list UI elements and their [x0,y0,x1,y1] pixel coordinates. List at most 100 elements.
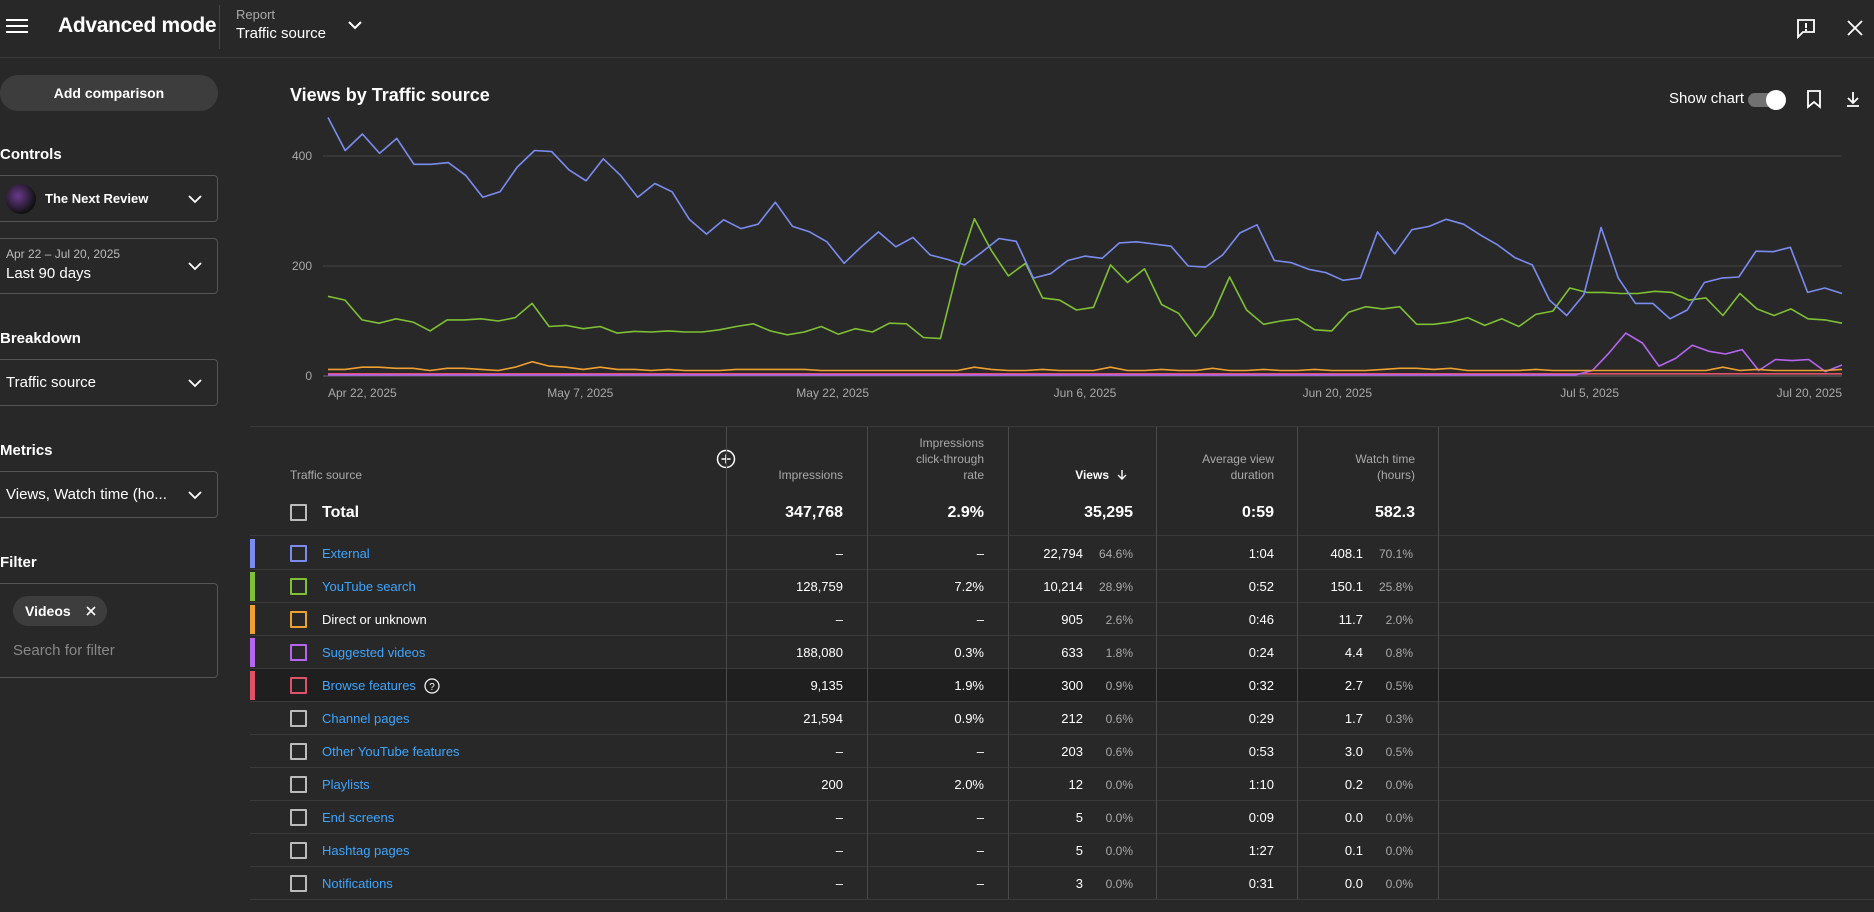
traffic-source-link[interactable]: Channel pages [322,711,410,726]
row-checkbox[interactable] [290,677,307,694]
ctr-cell: 1.9% [954,678,984,693]
filter-search-input[interactable] [13,642,203,659]
col-header-ctr-line: Impressions [919,436,984,450]
views-cell: 12 [1068,777,1083,792]
row-checkbox[interactable] [290,743,307,760]
watch-time-percent-cell: 0.8% [1385,646,1413,660]
filter-chip[interactable]: Videos [13,596,107,626]
show-chart-toggle[interactable] [1748,90,1786,110]
total-impressions: 347,768 [785,504,843,521]
traffic-source-link[interactable]: Notifications [322,876,393,891]
y-tick-label: 0 [305,369,312,383]
bookmark-icon[interactable] [1803,88,1825,110]
traffic-source-link[interactable]: YouTube search [322,579,416,594]
watch-time-percent-cell: 0.0% [1385,811,1413,825]
date-preset-text: Last 90 days [6,265,92,282]
ctr-cell: 0.3% [954,645,984,660]
ctr-cell: 7.2% [954,579,984,594]
divider [219,5,220,49]
row-checkbox[interactable] [290,809,307,826]
row-checkbox[interactable] [290,578,307,595]
series-color-bar [250,671,255,700]
date-range-select[interactable]: Apr 22 – Jul 20, 2025 Last 90 days [0,238,218,294]
views-percent-cell: 64.6% [1098,547,1133,561]
close-icon[interactable] [85,605,97,617]
row-checkbox[interactable] [290,776,307,793]
row-checkbox[interactable] [290,842,307,859]
views-percent-cell: 0.6% [1105,745,1133,759]
column-divider [726,427,727,899]
close-icon[interactable] [1844,17,1866,39]
col-header-views[interactable]: Views [1075,468,1109,482]
total-ctr: 2.9% [947,504,984,521]
metrics-select[interactable]: Views, Watch time (ho... [0,471,218,518]
series-color-bar [250,605,255,634]
report-select[interactable]: Traffic source [236,25,327,42]
x-tick-label: May 22, 2025 [796,386,869,400]
col-header-average-view-duration[interactable]: Average view duration [1164,451,1274,483]
channel-select[interactable]: The Next Review [0,175,218,222]
chevron-down-icon [188,262,202,271]
total-checkbox[interactable] [290,504,307,521]
impressions-cell: – [835,546,843,561]
avd-cell: 0:46 [1248,612,1274,627]
table-row: Channel pages 21,594 0.9% 212 0.6% 0:29 1.7 0.3… [250,702,1874,735]
col-header-impressions[interactable]: Impressions [778,468,843,482]
col-header-watch-time[interactable]: Watch time (hours) [1305,451,1415,483]
row-checkbox[interactable] [290,611,307,628]
watch-time-percent-cell: 0.0% [1385,844,1413,858]
watch-time-cell: 150.1 [1330,579,1363,594]
download-icon[interactable] [1842,88,1864,110]
y-tick-label: 200 [292,259,312,273]
chevron-down-icon [188,491,202,500]
feedback-icon[interactable] [1795,17,1817,39]
watch-time-percent-cell: 0.0% [1385,877,1413,891]
col-header-traffic-source[interactable]: Traffic source [290,468,363,482]
traffic-source-link[interactable]: Playlists [322,777,370,792]
traffic-source-link[interactable]: Browse features [322,678,416,693]
x-tick-label: Jul 20, 2025 [1777,386,1843,400]
add-comparison-button[interactable]: Add comparison [0,75,218,111]
sort-arrow-down-icon[interactable] [1115,468,1129,482]
ctr-cell: – [976,612,984,627]
traffic-source-link[interactable]: External [322,546,370,561]
impressions-cell: 188,080 [796,645,843,660]
series-color-bar [250,638,255,667]
sidebar: Add comparison Controls The Next Review … [0,58,218,912]
column-divider [1156,427,1157,899]
views-percent-cell: 1.8% [1105,646,1133,660]
menu-icon[interactable] [6,16,28,36]
row-checkbox[interactable] [290,710,307,727]
col-header-ctr[interactable]: Impressions click-through rate [874,435,984,483]
row-checkbox[interactable] [290,644,307,661]
chevron-down-icon[interactable] [346,18,364,32]
row-checkbox[interactable] [290,545,307,562]
watch-time-cell: 0.2 [1344,777,1363,792]
breakdown-title: Breakdown [0,330,81,347]
help-icon[interactable]: ? [424,678,440,694]
impressions-cell: – [835,612,843,627]
table-row: End screens – – 5 0.0% 0:09 0.0 0.0% [250,801,1874,834]
table-row: Suggested videos 188,080 0.3% 633 1.8% 0:24 4.… [250,636,1874,669]
traffic-source-link[interactable]: Other YouTube features [322,744,460,759]
row-checkbox[interactable] [290,875,307,892]
report-label: Report [236,7,276,22]
filter-title: Filter [0,554,37,571]
x-tick-label: Jun 20, 2025 [1303,386,1373,400]
traffic-source-link[interactable]: Suggested videos [322,645,426,660]
ctr-cell: 2.0% [954,777,984,792]
col-header-watch-line: (hours) [1376,468,1415,482]
series-line-suggested-videos [328,332,1843,376]
avd-cell: 0:24 [1248,645,1274,660]
series-color-bar [250,572,255,601]
impressions-cell: 21,594 [803,711,843,726]
app-title: Advanced mode [58,14,217,37]
traffic-source-link[interactable]: Hashtag pages [322,843,410,858]
avd-cell: 0:32 [1248,678,1274,693]
date-range-text: Apr 22 – Jul 20, 2025 [6,247,121,261]
x-tick-label: Jun 6, 2025 [1054,386,1117,400]
x-tick-label: Jul 5, 2025 [1560,386,1619,400]
ctr-cell: – [976,843,984,858]
breakdown-select[interactable]: Traffic source [0,359,218,406]
traffic-source-link[interactable]: End screens [322,810,395,825]
